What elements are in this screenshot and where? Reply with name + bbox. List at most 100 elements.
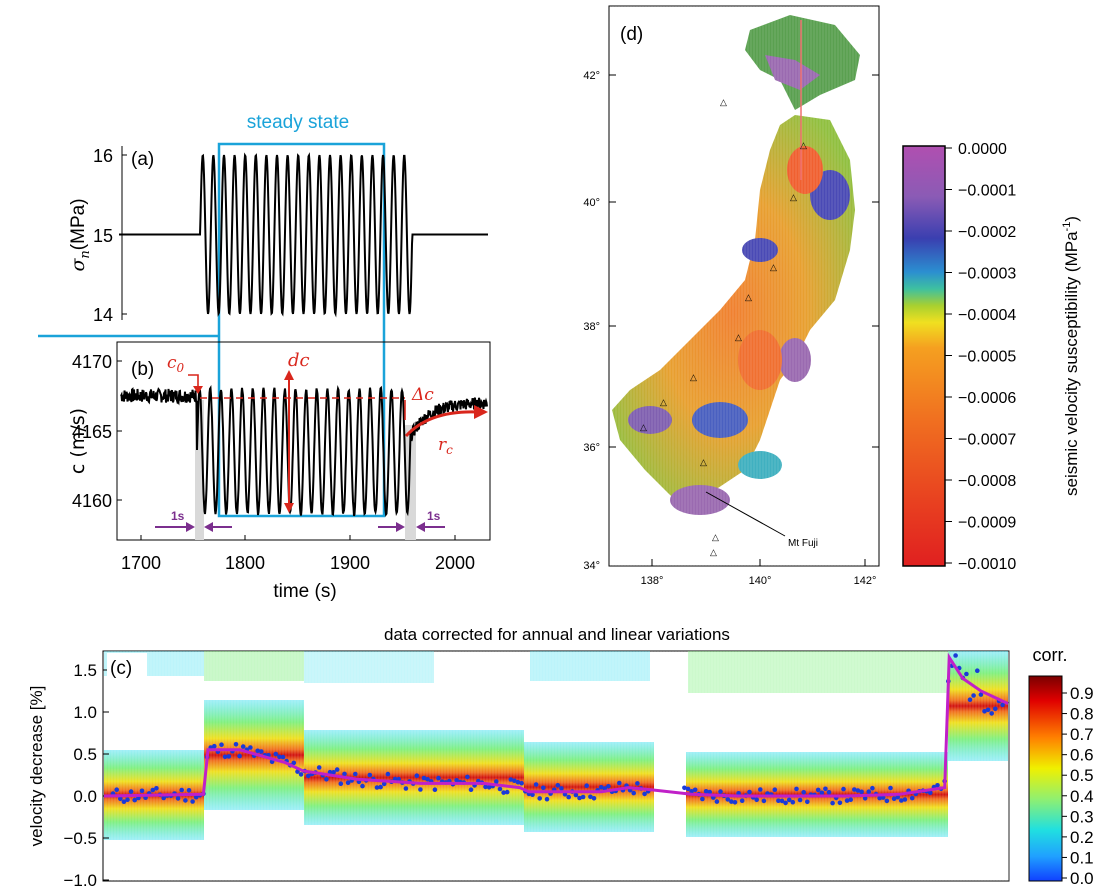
data-point: [414, 773, 420, 778]
data-point: [953, 653, 958, 658]
data-point: [772, 787, 778, 792]
panel-d-label: (d): [620, 24, 643, 45]
colorbar-tick-label: 0.3: [1070, 807, 1094, 826]
data-point: [689, 789, 694, 794]
rc-symbol: r: [438, 435, 447, 455]
station-marker: △: [640, 422, 647, 432]
one-s-left-label: 1s: [171, 509, 185, 523]
data-point: [895, 794, 900, 800]
susceptibility-colorbar-ticks: 0.0000 −0.0001 −0.0002 −0.0003 −0.0004 −0.000…: [945, 141, 1016, 573]
corr-colorbar: [1028, 675, 1063, 882]
data-point: [891, 796, 897, 801]
ytick-label: 15: [93, 226, 113, 246]
data-point: [421, 775, 427, 781]
data-point: [859, 789, 864, 795]
data-point: [707, 789, 712, 795]
c0-label: c0: [167, 353, 185, 375]
data-point: [219, 742, 224, 747]
data-point: [403, 786, 409, 791]
data-point: [494, 779, 499, 784]
ytick-label: −0.5: [63, 829, 97, 848]
data-point: [125, 797, 130, 802]
data-point: [884, 798, 890, 804]
colorbar-tick-label: −0.0003: [958, 266, 1016, 283]
data-point: [360, 783, 365, 789]
transition-shade-right: [405, 425, 416, 540]
data-point: [132, 797, 137, 803]
data-point: [617, 780, 622, 786]
data-point: [541, 785, 546, 791]
lat-tick-label: 42°: [583, 70, 600, 82]
data-point: [342, 771, 347, 777]
data-point: [504, 789, 510, 795]
data-point: [161, 795, 166, 801]
data-point: [794, 786, 799, 792]
data-point: [150, 787, 156, 793]
data-point: [237, 753, 242, 759]
panel-c-ylabel: velocity decrease [%]: [27, 686, 46, 847]
colorbar-tick-label: −0.0005: [958, 349, 1016, 366]
susceptibility-colorbar: [902, 145, 946, 567]
data-point: [584, 783, 589, 788]
data-point: [193, 794, 199, 800]
data-point: [761, 798, 767, 804]
one-s-right-arrowhead: [396, 522, 405, 532]
colorbar-tick-label: 0.6: [1070, 746, 1094, 765]
colorbar-tick-label: 0.8: [1070, 705, 1094, 724]
data-point: [273, 751, 279, 757]
mt-fuji-label: Mt Fuji: [788, 538, 818, 549]
band-texture: [104, 651, 1010, 881]
station-marker: △: [690, 372, 697, 382]
data-point: [855, 788, 861, 793]
station-marker: △: [735, 332, 742, 342]
stress-series-line: [119, 152, 488, 318]
xtick-label: 1800: [225, 553, 265, 573]
steady-state-label: steady state: [247, 112, 349, 133]
data-point: [530, 792, 535, 797]
data-point: [212, 743, 217, 749]
data-point: [978, 692, 984, 697]
data-point: [338, 781, 344, 786]
panel-d-label-box: [617, 15, 655, 49]
data-point: [331, 770, 336, 775]
data-point: [862, 796, 868, 801]
panel-a-ylabel: σn(MPa): [67, 198, 93, 271]
panel-c: data corrected for annual and linear var…: [27, 625, 1094, 890]
data-point: [732, 800, 738, 805]
panel-b-frame: [116, 341, 491, 541]
data-point: [497, 786, 503, 792]
data-point: [729, 799, 734, 804]
station-marker: △: [790, 192, 797, 202]
colorbar-tick-label: −0.0002: [958, 224, 1016, 241]
data-point: [573, 792, 579, 798]
data-point: [700, 796, 705, 802]
ytick-label: 16: [93, 146, 113, 166]
data-point: [982, 709, 987, 714]
ytick-label: 4165: [72, 422, 112, 442]
data-point: [685, 786, 691, 792]
data-point: [432, 787, 438, 792]
one-s-right-arrowhead-2: [416, 522, 425, 532]
data-point: [801, 790, 806, 795]
data-point: [870, 785, 875, 791]
lon-ticks: 138° 140° 142°: [641, 559, 876, 587]
data-point: [425, 777, 430, 782]
data-point: [577, 795, 582, 801]
data-point: [866, 789, 872, 794]
data-point: [971, 693, 976, 698]
data-point: [588, 794, 593, 800]
colorbar-tick-label: −0.0006: [958, 390, 1016, 407]
data-point: [1000, 702, 1005, 708]
colorbar-tick-label: −0.0010: [958, 556, 1016, 573]
colorbar-label-close: ): [1062, 216, 1081, 222]
station-marker: △: [660, 397, 667, 407]
data-point: [580, 794, 586, 800]
data-point: [779, 798, 785, 804]
data-point: [566, 794, 571, 800]
map-land: [609, 6, 879, 566]
data-point: [291, 760, 297, 766]
data-point: [747, 789, 752, 795]
colorbar-tick-label: 0.9: [1070, 684, 1094, 703]
data-point: [367, 772, 373, 778]
